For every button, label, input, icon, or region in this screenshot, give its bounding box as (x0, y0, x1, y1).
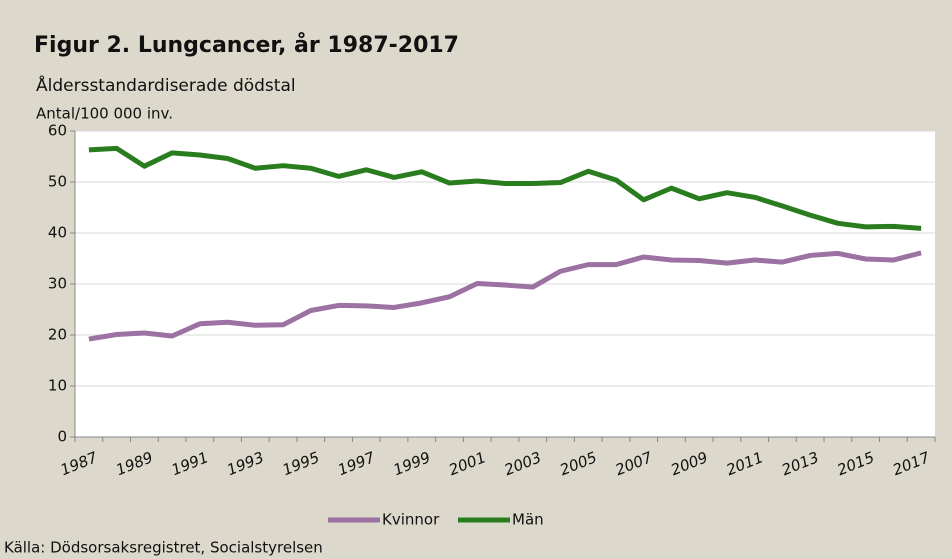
y-tick-label: 10 (48, 377, 67, 395)
legend-label: Män (512, 511, 544, 529)
line-series (88, 250, 922, 342)
y-tick-label: 0 (57, 428, 67, 446)
y-tick-label: 20 (48, 326, 67, 344)
line-series (88, 145, 922, 231)
source: Källa: Dödsorsaksregistret, Socialstyrel… (4, 539, 323, 557)
y-tick-label: 60 (48, 122, 67, 140)
y-tick-label: 30 (48, 275, 67, 293)
chart-title: Figur 2. Lungcancer, år 1987-2017 (34, 32, 459, 58)
y-axis-label: Antal/100 000 inv. (36, 105, 173, 123)
legend-label: Kvinnor (382, 511, 440, 529)
y-tick-label: 40 (48, 224, 67, 242)
subtitle: Åldersstandardiserade dödstal (36, 74, 296, 96)
y-tick-label: 50 (48, 173, 67, 191)
